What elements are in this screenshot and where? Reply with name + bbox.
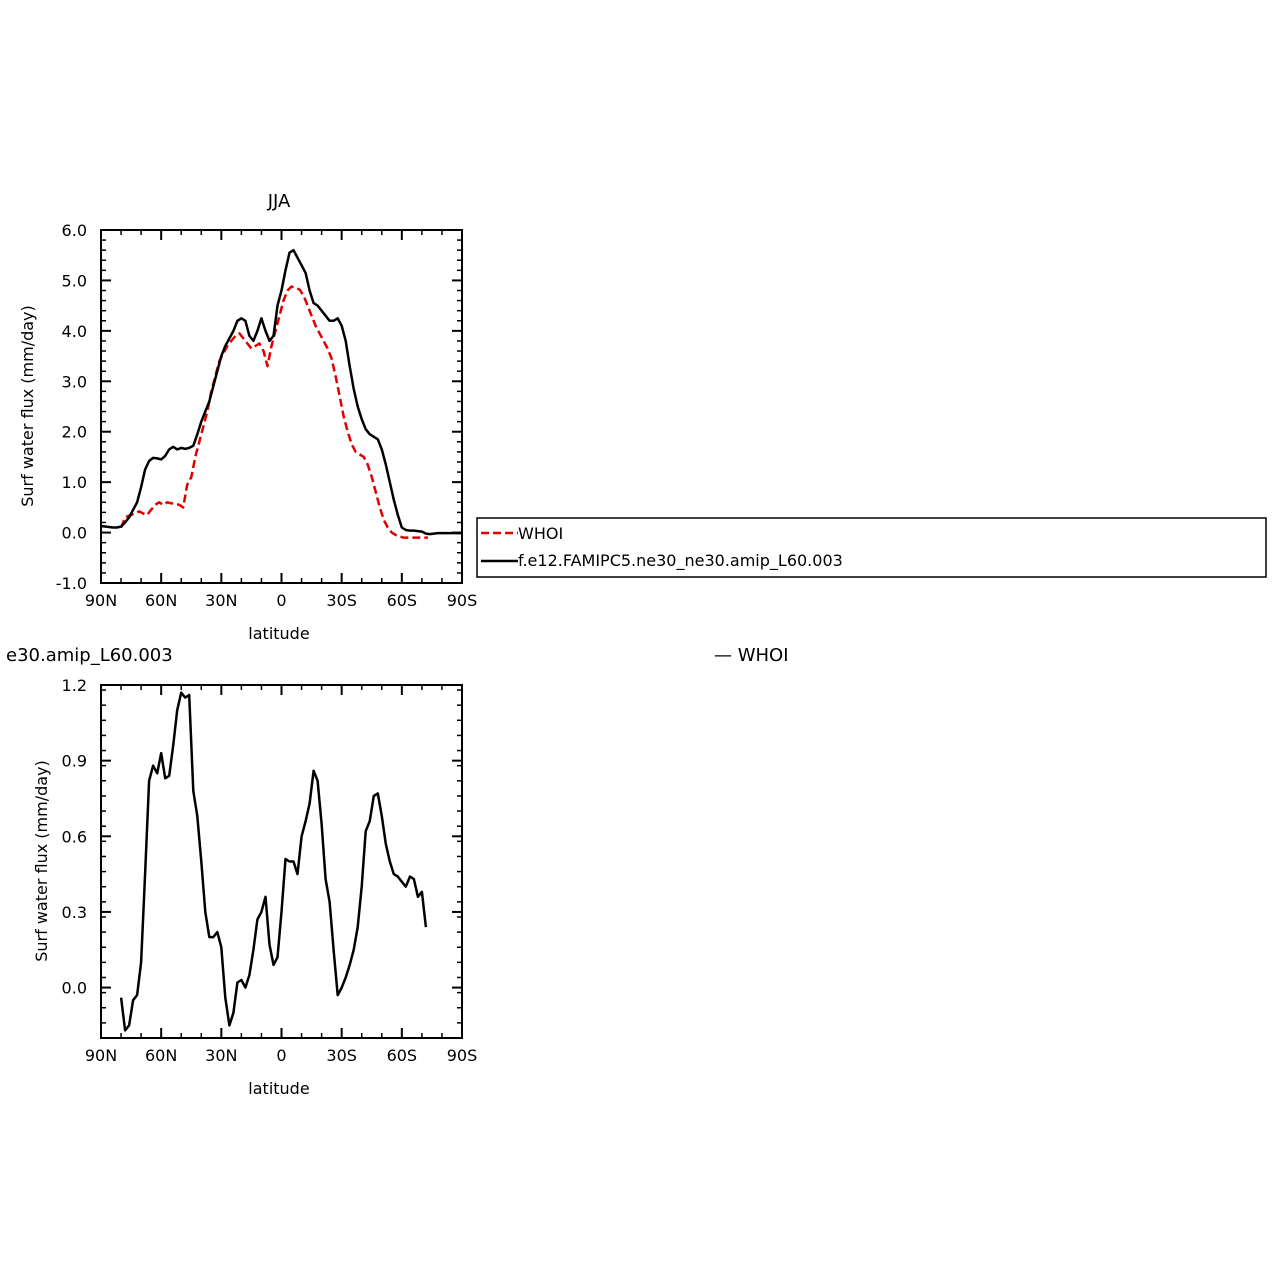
legend-label-whoi: WHOI bbox=[518, 524, 563, 543]
x-tick-label: 60N bbox=[145, 591, 177, 610]
panel-2-series bbox=[119, 691, 428, 1032]
x-tick-label: 30N bbox=[205, 1046, 237, 1065]
y-tick-label: 2.0 bbox=[62, 423, 87, 442]
x-tick-label: 90N bbox=[85, 591, 117, 610]
panel-1-ylabel: Surf water flux (mm/day) bbox=[18, 305, 37, 507]
x-tick-label: 90N bbox=[85, 1046, 117, 1065]
x-tick-label: 30N bbox=[205, 591, 237, 610]
panel-1: JJA 90N 60N 30N 0 30S 60S 90S -1.0 0.0 1.0 2.0 3.0 4… bbox=[18, 191, 477, 643]
x-tick-label: 0 bbox=[276, 1046, 286, 1065]
legend-box bbox=[476, 517, 1267, 578]
legend-label-model: f.e12.FAMIPC5.ne30_ne30.amip_L60.003 bbox=[518, 551, 843, 571]
series-line-1-0 bbox=[119, 691, 428, 1032]
y-tick-label: 0.6 bbox=[62, 827, 87, 846]
y-tick-label: 0.3 bbox=[62, 903, 87, 922]
panel-1-title: JJA bbox=[267, 191, 291, 212]
panel-2-frame bbox=[100, 684, 463, 1039]
y-tick-label: 3.0 bbox=[62, 372, 87, 391]
x-tick-label: 0 bbox=[276, 591, 286, 610]
panel-2: e30.amip_L60.003 — WHOI 90N 60N 30N 0 30S 60S… bbox=[6, 645, 789, 1098]
y-tick-label: 5.0 bbox=[62, 271, 87, 290]
panel-1-frame bbox=[100, 229, 463, 584]
y-tick-label: 0.0 bbox=[62, 979, 87, 998]
series-line-0-1 bbox=[100, 248, 462, 536]
x-tick-label: 60S bbox=[387, 1046, 418, 1065]
panel-2-axes: 90N 60N 30N 0 30S 60S 90S 0.0 0.3 0.6 0.9 1.2 bbox=[62, 676, 478, 1065]
x-tick-label: 60S bbox=[387, 591, 418, 610]
panel-1-xlabel: latitude bbox=[248, 624, 309, 643]
x-tick-label: 90S bbox=[447, 1046, 478, 1065]
panel-2-ylabel: Surf water flux (mm/day) bbox=[32, 760, 51, 962]
x-tick-label: 30S bbox=[326, 591, 357, 610]
y-tick-label: 6.0 bbox=[62, 221, 87, 240]
panel-2-title: e30.amip_L60.003 bbox=[6, 645, 173, 666]
y-tick-label: -1.0 bbox=[56, 574, 87, 593]
y-tick-label: 1.0 bbox=[62, 473, 87, 492]
panel-1-series bbox=[100, 248, 462, 539]
x-tick-label: 90S bbox=[447, 591, 478, 610]
panel-2-xlabel: latitude bbox=[248, 1079, 309, 1098]
panel-2-subtitle: — WHOI bbox=[714, 645, 789, 666]
legend: WHOI f.e12.FAMIPC5.ne30_ne30.amip_L60.00… bbox=[476, 517, 1267, 578]
x-tick-label: 30S bbox=[326, 1046, 357, 1065]
y-tick-label: 0.0 bbox=[62, 524, 87, 543]
y-tick-label: 0.9 bbox=[62, 752, 87, 771]
panel-1-axes: 90N 60N 30N 0 30S 60S 90S -1.0 0.0 1.0 2.0 3.0 4.0 5.… bbox=[56, 221, 477, 610]
series-line-0-0 bbox=[119, 285, 428, 539]
x-tick-label: 60N bbox=[145, 1046, 177, 1065]
y-tick-label: 4.0 bbox=[62, 322, 87, 341]
y-tick-label: 1.2 bbox=[62, 676, 87, 695]
